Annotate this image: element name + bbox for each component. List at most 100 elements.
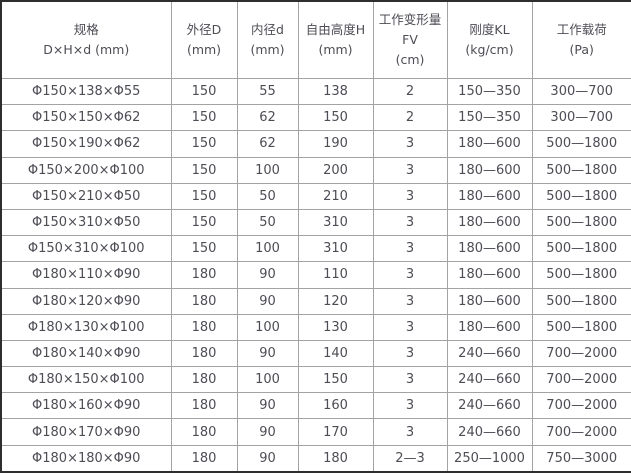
cell-working-deformation: 3 <box>372 261 448 289</box>
cell-working-deformation: 3 <box>372 392 448 420</box>
cell-spec: Φ150×210×Φ50 <box>0 182 172 210</box>
cell-outer-diameter: 180 <box>170 261 238 289</box>
cell-working-load: 500—1800 <box>531 235 631 263</box>
cell-outer-diameter: 150 <box>170 156 238 184</box>
cell-outer-diameter: 150 <box>170 104 238 132</box>
cell-stiffness: 240—660 <box>446 418 533 446</box>
cell-outer-diameter: 150 <box>170 235 238 263</box>
cell-working-deformation: 3 <box>372 235 448 263</box>
cell-free-height: 200 <box>297 156 374 184</box>
table-row: Φ180×140×Φ90 180 90 140 3 240—660 700—2000 <box>0 339 631 368</box>
cell-working-deformation: 3 <box>372 418 448 446</box>
cell-free-height: 130 <box>297 313 374 341</box>
table-row: Φ180×160×Φ90 180 90 160 3 240—660 700—2000 <box>0 392 631 420</box>
column-header-inner-diameter: 内径d (mm) <box>236 0 299 79</box>
column-header-line: 规格 <box>73 22 99 37</box>
column-header-line: 内径d <box>251 22 284 37</box>
cell-inner-diameter: 90 <box>236 287 299 315</box>
cell-stiffness: 180—600 <box>446 156 533 184</box>
cell-working-load: 500—1800 <box>531 287 631 315</box>
cell-stiffness: 240—660 <box>446 339 533 368</box>
cell-spec: Φ150×310×Φ100 <box>0 235 172 263</box>
cell-working-deformation: 3 <box>372 156 448 184</box>
cell-spec: Φ180×160×Φ90 <box>0 392 172 420</box>
cell-stiffness: 180—600 <box>446 208 533 237</box>
cell-working-load: 300—700 <box>531 77 631 106</box>
cell-spec: Φ150×200×Φ100 <box>0 156 172 184</box>
cell-spec: Φ150×138×Φ55 <box>0 77 172 106</box>
column-header-outer-diameter: 外径D (mm) <box>170 0 238 79</box>
column-header-line: (mm) <box>318 42 353 57</box>
cell-inner-diameter: 62 <box>236 130 299 158</box>
table-body: Φ150×138×Φ55 150 55 138 2 150—350 300—700 Φ150×… <box>0 77 631 473</box>
table-row: Φ180×180×Φ90 180 90 180 2—3 250—1000 750—3000 <box>0 444 631 473</box>
cell-working-load: 500—1800 <box>531 313 631 341</box>
cell-stiffness: 180—600 <box>446 130 533 158</box>
cell-stiffness: 150—350 <box>446 104 533 132</box>
table-row: Φ150×150×Φ62 150 62 150 2 150—350 300—700 <box>0 104 631 132</box>
cell-working-load: 500—1800 <box>531 261 631 289</box>
cell-spec: Φ180×180×Φ90 <box>0 444 172 473</box>
cell-spec: Φ150×310×Φ50 <box>0 208 172 237</box>
cell-spec: Φ180×110×Φ90 <box>0 261 172 289</box>
cell-inner-diameter: 50 <box>236 208 299 237</box>
cell-outer-diameter: 150 <box>170 130 238 158</box>
cell-working-deformation: 3 <box>372 366 448 394</box>
cell-working-load: 500—1800 <box>531 182 631 210</box>
cell-inner-diameter: 100 <box>236 156 299 184</box>
cell-working-deformation: 3 <box>372 130 448 158</box>
table-row: Φ180×130×Φ100 180 100 130 3 180—600 500—1800 <box>0 313 631 341</box>
cell-outer-diameter: 150 <box>170 208 238 237</box>
cell-free-height: 170 <box>297 418 374 446</box>
table-row: Φ150×190×Φ62 150 62 190 3 180—600 500—1800 <box>0 130 631 158</box>
column-header-line: 工作变形量 <box>378 12 442 27</box>
cell-free-height: 210 <box>297 182 374 210</box>
cell-outer-diameter: 180 <box>170 392 238 420</box>
cell-free-height: 110 <box>297 261 374 289</box>
column-header-line: (mm) <box>186 42 222 57</box>
cell-working-load: 700—2000 <box>531 418 631 446</box>
cell-outer-diameter: 180 <box>170 366 238 394</box>
table-row: Φ180×170×Φ90 180 90 170 3 240—660 700—2000 <box>0 418 631 446</box>
cell-outer-diameter: 180 <box>170 287 238 315</box>
cell-inner-diameter: 50 <box>236 182 299 210</box>
cell-working-deformation: 2 <box>372 77 448 106</box>
cell-stiffness: 180—600 <box>446 235 533 263</box>
cell-working-load: 700—2000 <box>531 392 631 420</box>
cell-free-height: 160 <box>297 392 374 420</box>
column-header-line: (mm) <box>250 42 285 57</box>
cell-working-deformation: 3 <box>372 287 448 315</box>
cell-inner-diameter: 100 <box>236 366 299 394</box>
cell-outer-diameter: 150 <box>170 182 238 210</box>
cell-spec: Φ180×150×Φ100 <box>0 366 172 394</box>
cell-working-deformation: 3 <box>372 339 448 368</box>
column-header-free-height: 自由高度H (mm) <box>297 0 374 79</box>
cell-working-load: 700—2000 <box>531 339 631 368</box>
cell-free-height: 138 <box>297 77 374 106</box>
cell-working-deformation: 3 <box>372 182 448 210</box>
table-row: Φ150×210×Φ50 150 50 210 3 180—600 500—1800 <box>0 182 631 210</box>
cell-free-height: 190 <box>297 130 374 158</box>
cell-free-height: 180 <box>297 444 374 473</box>
table-row: Φ150×138×Φ55 150 55 138 2 150—350 300—700 <box>0 77 631 106</box>
cell-outer-diameter: 180 <box>170 339 238 368</box>
column-header-line: (cm) <box>395 52 425 67</box>
cell-inner-diameter: 100 <box>236 313 299 341</box>
cell-inner-diameter: 100 <box>236 235 299 263</box>
cell-working-load: 300—700 <box>531 104 631 132</box>
cell-inner-diameter: 90 <box>236 392 299 420</box>
column-header-line: 工作载荷 <box>556 22 607 37</box>
table-row: Φ150×310×Φ50 150 50 310 3 180—600 500—1800 <box>0 208 631 237</box>
cell-inner-diameter: 62 <box>236 104 299 132</box>
cell-stiffness: 240—660 <box>446 392 533 420</box>
cell-spec: Φ180×120×Φ90 <box>0 287 172 315</box>
cell-outer-diameter: 180 <box>170 313 238 341</box>
table-row: Φ150×310×Φ100 150 100 310 3 180—600 500—1800 <box>0 235 631 263</box>
cell-outer-diameter: 150 <box>170 77 238 106</box>
cell-stiffness: 180—600 <box>446 261 533 289</box>
cell-spec: Φ150×150×Φ62 <box>0 104 172 132</box>
cell-inner-diameter: 90 <box>236 261 299 289</box>
column-header-line: D×H×d (mm) <box>43 42 130 57</box>
table-row: Φ180×120×Φ90 180 90 120 3 180—600 500—1800 <box>0 287 631 315</box>
